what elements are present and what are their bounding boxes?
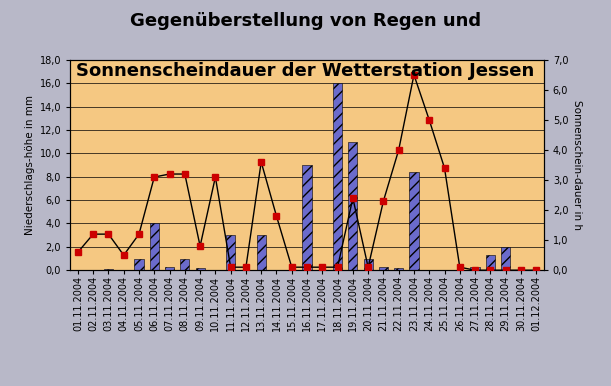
Bar xyxy=(180,259,189,270)
Bar xyxy=(134,259,144,270)
Y-axis label: Niederschlags-höhe in mm: Niederschlags-höhe in mm xyxy=(26,95,35,235)
Bar xyxy=(348,142,357,270)
Bar xyxy=(364,259,373,270)
Bar xyxy=(501,247,510,270)
Bar xyxy=(394,268,403,270)
Bar xyxy=(486,255,495,270)
Bar xyxy=(302,165,312,270)
Text: Sonnenscheindauer der Wetterstation Jessen: Sonnenscheindauer der Wetterstation Jess… xyxy=(76,62,535,80)
Bar xyxy=(165,267,174,270)
Bar xyxy=(150,223,159,270)
Bar xyxy=(104,269,113,270)
Bar xyxy=(257,235,266,270)
Text: Gegenüberstellung von Regen und: Gegenüberstellung von Regen und xyxy=(130,12,481,30)
Bar xyxy=(196,268,205,270)
Bar xyxy=(470,267,480,270)
Bar xyxy=(226,235,235,270)
Bar xyxy=(333,83,342,270)
Y-axis label: Sonnenschein-dauer in h: Sonnenschein-dauer in h xyxy=(573,100,582,230)
Bar xyxy=(379,267,388,270)
Bar xyxy=(409,172,419,270)
